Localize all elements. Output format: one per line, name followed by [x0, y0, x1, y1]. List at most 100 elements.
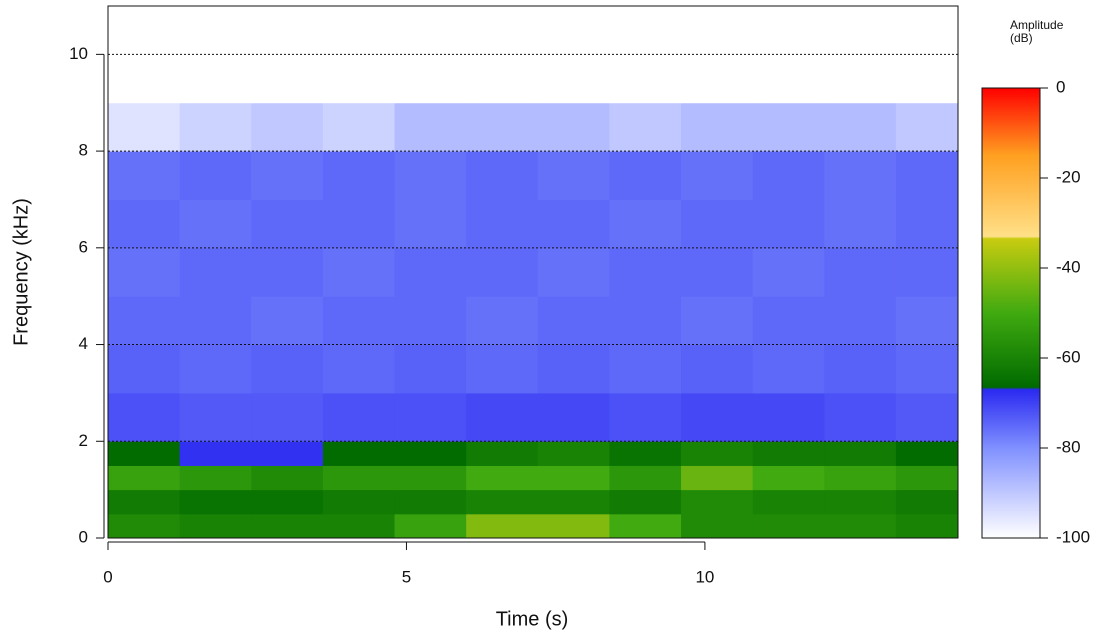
- cell: [537, 102, 610, 152]
- cell: [251, 102, 324, 152]
- cell: [681, 296, 754, 346]
- cell: [537, 489, 610, 515]
- colorbar-tick-label: -80: [1056, 437, 1081, 456]
- cell: [537, 344, 610, 394]
- cell: [681, 513, 754, 539]
- cell: [466, 151, 539, 200]
- cell: [108, 151, 181, 200]
- cell: [108, 296, 181, 346]
- cell: [752, 344, 825, 394]
- cell: [322, 344, 396, 394]
- cell: [322, 392, 396, 442]
- cell: [824, 441, 897, 466]
- cell: [394, 344, 467, 394]
- cell: [824, 102, 897, 152]
- cell: [394, 489, 467, 515]
- cell: [681, 465, 754, 491]
- cell: [251, 247, 324, 297]
- cell: [466, 344, 539, 394]
- cell: [466, 489, 539, 515]
- cell: [824, 489, 897, 515]
- cell: [609, 441, 682, 466]
- cell: [394, 465, 467, 491]
- cell: [251, 465, 324, 491]
- cell: [824, 392, 897, 442]
- y-tick-label: 4: [79, 334, 88, 353]
- cell: [681, 199, 754, 249]
- cell: [108, 392, 181, 442]
- cell: [322, 247, 396, 297]
- cell: [251, 392, 324, 442]
- cell: [394, 441, 467, 466]
- cell: [681, 489, 754, 515]
- cell: [251, 151, 324, 200]
- cell: [251, 296, 324, 346]
- cell: [394, 6, 467, 104]
- cell: [466, 513, 539, 539]
- cell: [466, 296, 539, 346]
- cell: [752, 247, 825, 297]
- cell: [824, 465, 897, 491]
- cell: [322, 513, 396, 539]
- cell: [537, 199, 610, 249]
- cell: [681, 247, 754, 297]
- cell: [322, 465, 396, 491]
- cell: [179, 489, 252, 515]
- cell: [895, 247, 959, 297]
- x-tick-label: 10: [695, 567, 714, 586]
- cell: [466, 465, 539, 491]
- cell: [537, 247, 610, 297]
- cell: [179, 344, 252, 394]
- cell: [394, 151, 467, 200]
- cell: [609, 102, 682, 152]
- cell: [251, 199, 324, 249]
- cell: [322, 489, 396, 515]
- cell: [752, 102, 825, 152]
- cell: [179, 199, 252, 249]
- cell: [394, 296, 467, 346]
- cell: [108, 344, 181, 394]
- cell: [895, 344, 959, 394]
- cell: [609, 199, 682, 249]
- cell: [537, 296, 610, 346]
- cell: [179, 392, 252, 442]
- cell: [108, 199, 181, 249]
- y-tick-label: 2: [79, 431, 88, 450]
- cell: [251, 513, 324, 539]
- cell: [895, 151, 959, 200]
- cell: [322, 296, 396, 346]
- cell: [824, 247, 897, 297]
- cell: [824, 151, 897, 200]
- cell: [752, 465, 825, 491]
- cell: [752, 441, 825, 466]
- cell: [609, 513, 682, 539]
- cell: [681, 344, 754, 394]
- cell: [322, 102, 396, 152]
- cell: [537, 151, 610, 200]
- cell: [251, 489, 324, 515]
- cell: [179, 296, 252, 346]
- cell: [394, 102, 467, 152]
- cell: [322, 6, 396, 104]
- cell: [179, 6, 252, 104]
- cell: [466, 199, 539, 249]
- colorbar-tick-label: -100: [1056, 527, 1090, 546]
- cell: [108, 513, 181, 539]
- cell: [537, 465, 610, 491]
- cell: [752, 296, 825, 346]
- cell: [681, 441, 754, 466]
- cell: [394, 199, 467, 249]
- cell: [609, 151, 682, 200]
- cell: [394, 392, 467, 442]
- colorbar-tick-label: -40: [1056, 257, 1081, 276]
- y-axis-label: Frequency (kHz): [10, 198, 32, 346]
- cell: [824, 199, 897, 249]
- colorbar-tick-label: -20: [1056, 167, 1081, 186]
- cell: [394, 513, 467, 539]
- cell: [895, 441, 959, 466]
- cell: [322, 151, 396, 200]
- y-tick-label: 0: [79, 527, 88, 546]
- cell: [824, 296, 897, 346]
- cell: [466, 441, 539, 466]
